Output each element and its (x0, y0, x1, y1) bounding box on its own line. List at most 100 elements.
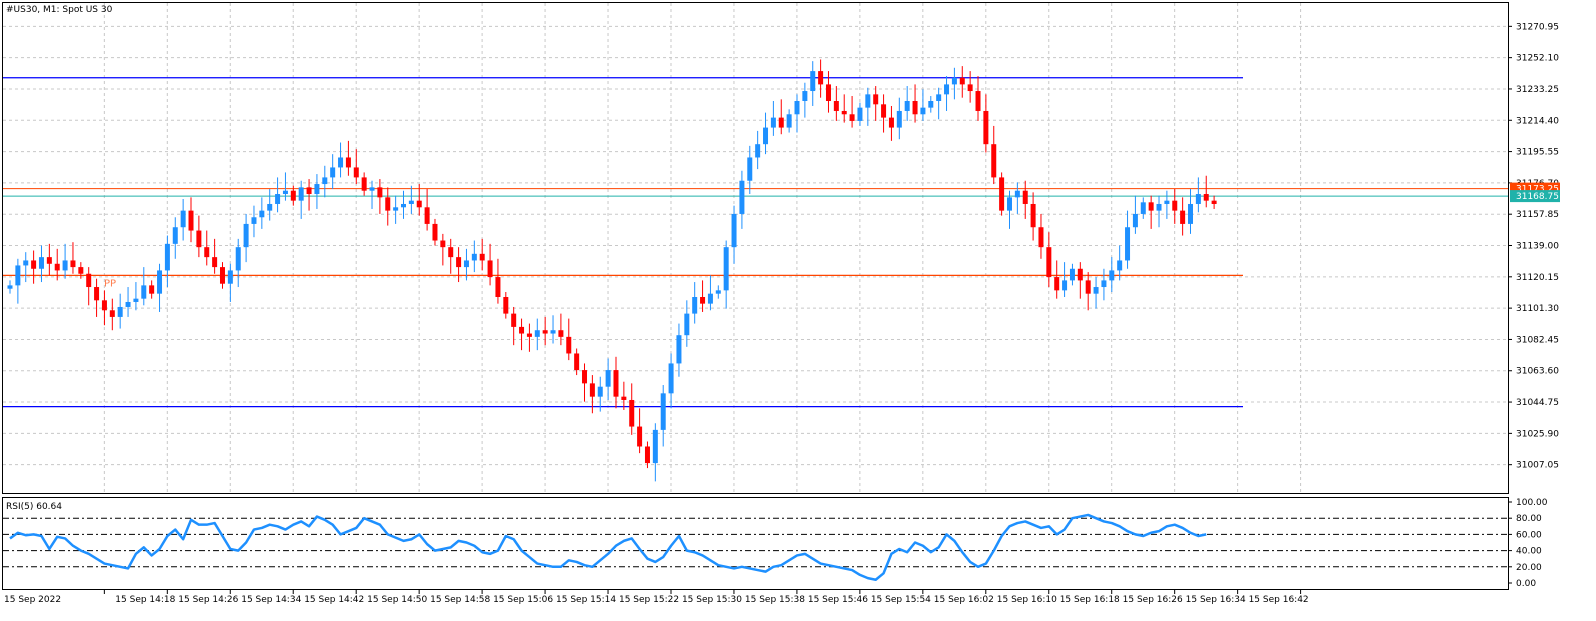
price-tick-label: 31139.00 (1516, 242, 1559, 252)
candle-body (385, 197, 391, 211)
candle-body (1172, 200, 1178, 211)
candle-body (707, 293, 713, 304)
time-tick-label: 15 Sep 15:30 (682, 595, 742, 605)
candle-body (652, 429, 658, 464)
candle-body (1140, 202, 1146, 214)
candle-body (456, 257, 462, 268)
candle-body (936, 94, 942, 101)
pivot-label: PP (104, 278, 116, 289)
candle-body (212, 257, 218, 268)
candle-body (676, 335, 682, 364)
candle-body (204, 247, 210, 258)
price-tick-label: 31101.30 (1516, 304, 1559, 314)
candle-body (660, 393, 666, 430)
time-tick-label: 15 Sep 14:18 (115, 595, 175, 605)
candle-body (219, 267, 225, 284)
candle-body (700, 297, 706, 304)
candle-body (1077, 268, 1083, 281)
candle-body (133, 298, 139, 302)
candle-body (999, 177, 1005, 211)
candle-body (818, 71, 824, 85)
candle-body (487, 260, 493, 278)
horizontal-lines: PP (3, 77, 1508, 408)
candle-body (109, 310, 115, 317)
rsi-tick-label: 80.00 (1516, 514, 1542, 524)
candle-body (1109, 270, 1115, 281)
candle-body (1062, 280, 1068, 291)
candle-body (479, 253, 485, 261)
time-tick-label: 15 Sep 14:34 (241, 595, 301, 605)
candle-body (393, 207, 399, 211)
candle-body (668, 363, 674, 394)
candle-body (298, 187, 304, 201)
candle-body (54, 263, 60, 271)
candle-body (164, 243, 170, 271)
candle-body (967, 84, 973, 92)
candle-body (471, 253, 477, 261)
time-tick-label: 15 Sep 15:46 (808, 595, 868, 605)
time-tick-label: 15 Sep 14:58 (430, 595, 490, 605)
price-tick-label: 31157.85 (1516, 210, 1559, 220)
candle-body (959, 77, 965, 85)
candle-body (267, 203, 273, 211)
candle-body (1125, 227, 1131, 261)
candle-body (31, 260, 37, 269)
candle-body (235, 247, 241, 271)
candle-body (975, 91, 981, 111)
candle-body (290, 190, 296, 201)
candle-body (1188, 203, 1193, 224)
price-axis: 31270.95 31252.10 31233.25 31214.40 31195.55… (1508, 22, 1560, 471)
candle-body (605, 370, 611, 387)
candle-body (101, 300, 107, 311)
candle-body (243, 223, 249, 248)
candle-body (991, 144, 997, 178)
candle-body (424, 207, 430, 224)
candle-body (38, 257, 44, 269)
candle-body (574, 353, 580, 371)
rsi-label: RSI(5) 60.64 (6, 502, 62, 512)
candle-body (330, 167, 336, 178)
candle-body (920, 107, 926, 115)
time-tick-label: 15 Sep 16:18 (1060, 595, 1120, 605)
candle-body (440, 240, 446, 248)
candle-body (157, 270, 163, 294)
candle-body (353, 167, 359, 178)
candle-body (7, 285, 13, 289)
candle-body (46, 257, 52, 264)
candle-body (621, 396, 627, 400)
candle-body (841, 110, 847, 115)
candle-body (1132, 213, 1138, 228)
candle-body (778, 117, 784, 128)
candle-body (495, 277, 501, 297)
time-tick-label: 15 Sep 16:42 (1249, 595, 1309, 605)
candle-body (15, 265, 21, 286)
candle-body (802, 91, 808, 101)
ask-tag (1510, 190, 1560, 203)
candle-body (70, 260, 76, 268)
rsi-series (9, 513, 1207, 582)
candle-body (983, 110, 989, 145)
price-tick-label: 31252.10 (1516, 54, 1559, 64)
price-tick-label: 31270.95 (1516, 22, 1559, 32)
time-tick-label: 15 Sep 16:02 (934, 595, 994, 605)
candle-body (361, 177, 367, 191)
candle-body (747, 157, 753, 181)
time-tick-label: 15 Sep 2022 (4, 595, 61, 605)
candle-body (519, 326, 525, 334)
candle-body (401, 203, 406, 208)
price-tick-label: 31044.75 (1516, 398, 1559, 408)
candle-body (314, 184, 320, 195)
candle-body (597, 386, 603, 397)
candle-body (282, 190, 288, 195)
candle-body (259, 210, 265, 218)
candle-body (1030, 203, 1036, 228)
candlestick-series (7, 59, 1217, 482)
candle-body (125, 301, 131, 307)
candle-body (227, 270, 233, 284)
price-tick-label: 31214.40 (1516, 116, 1559, 126)
rsi-tick-label: 40.00 (1516, 547, 1542, 557)
candle-body (1164, 200, 1170, 204)
candle-body (172, 227, 178, 244)
time-tick-label: 15 Sep 15:38 (745, 595, 805, 605)
rsi-pane-border (2, 497, 1509, 590)
